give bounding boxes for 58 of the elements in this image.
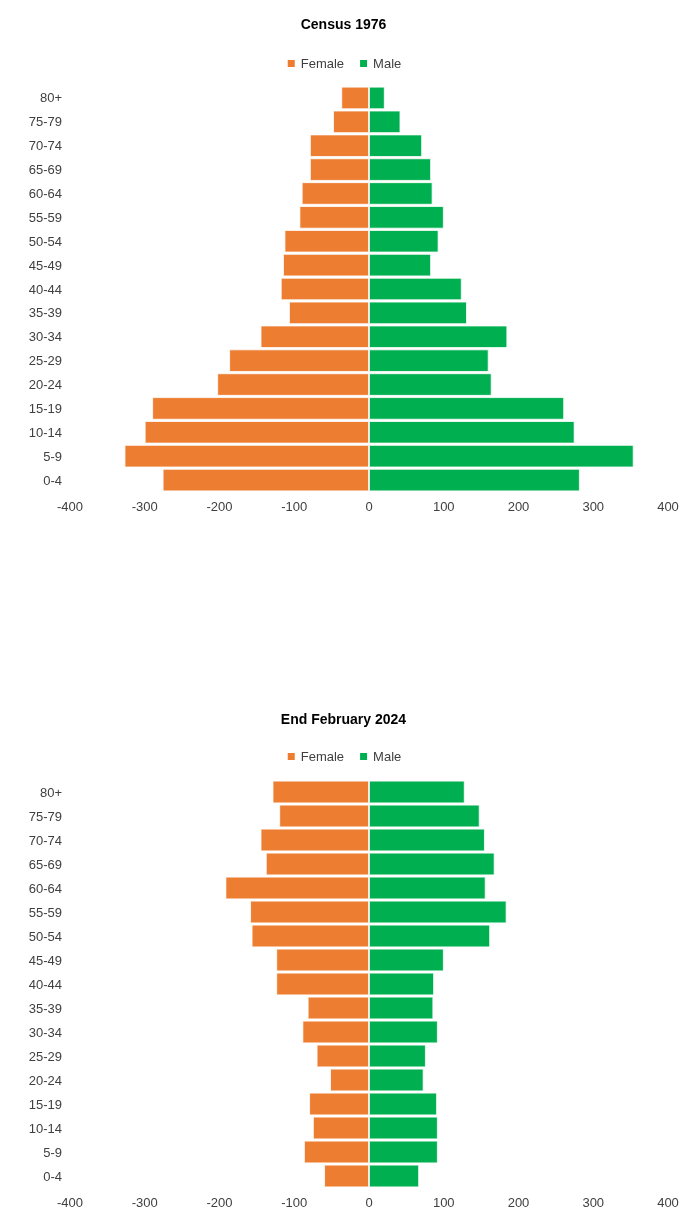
x-tick-label: 100: [432, 499, 455, 514]
y-tick-label: 20-24: [28, 377, 62, 393]
x-tick-label: -100: [281, 1195, 308, 1210]
legend-label: Female: [300, 749, 345, 764]
y-tick-label: 70-74: [28, 138, 62, 154]
x-tick-label: 200: [507, 1195, 530, 1210]
x-tick-label: -400: [56, 1195, 84, 1210]
y-tick-label: 35-39: [28, 305, 62, 321]
x-tick-label: -300: [131, 1195, 158, 1210]
y-tick-label: 45-49: [28, 257, 62, 273]
y-tick-label: 80+: [39, 90, 62, 106]
y-tick-label: 65-69: [28, 856, 62, 872]
y-tick-label: 5-9: [43, 1144, 62, 1160]
x-tick-label: 200: [507, 499, 530, 514]
legend-label: Male: [373, 749, 402, 764]
legend-label: Female: [300, 56, 345, 71]
x-tick-label: -100: [281, 499, 308, 514]
y-tick-label: 5-9: [43, 448, 62, 464]
x-tick-label: -200: [206, 499, 233, 514]
y-tick-label: 25-29: [28, 1048, 62, 1064]
x-tick-label: 0: [365, 1195, 373, 1210]
y-tick-label: 55-59: [28, 904, 62, 920]
y-tick-label: 50-54: [28, 928, 62, 944]
y-tick-label: 0-4: [43, 1168, 62, 1184]
y-tick-label: 75-79: [28, 808, 62, 824]
y-tick-label: 15-19: [28, 400, 62, 416]
y-tick-label: 70-74: [28, 832, 62, 848]
y-tick-label: 35-39: [28, 1000, 62, 1016]
y-tick-label: 50-54: [28, 233, 62, 249]
y-tick-label: 30-34: [28, 1024, 62, 1040]
y-tick-label: 80+: [39, 784, 62, 800]
y-tick-label: 10-14: [28, 1120, 62, 1136]
y-tick-label: 30-34: [28, 329, 62, 345]
y-tick-label: 60-64: [28, 185, 62, 201]
x-tick-label: -400: [56, 499, 84, 514]
y-tick-label: 60-64: [28, 880, 62, 896]
x-tick-label: 0: [365, 499, 373, 514]
y-tick-label: 40-44: [28, 281, 62, 297]
x-tick-label: 400: [657, 499, 679, 514]
y-tick-label: 0-4: [43, 472, 62, 488]
x-tick-label: 100: [432, 1195, 455, 1210]
chart-title: End February 2024: [280, 711, 407, 727]
x-tick-label: 300: [582, 1195, 605, 1210]
y-tick-label: 25-29: [28, 353, 62, 369]
x-tick-label: -300: [131, 499, 158, 514]
legend-label: Male: [373, 56, 402, 71]
y-tick-label: 45-49: [28, 952, 62, 968]
y-tick-label: 40-44: [28, 976, 62, 992]
x-tick-label: -200: [206, 1195, 233, 1210]
y-tick-label: 15-19: [28, 1096, 62, 1112]
y-tick-label: 55-59: [28, 209, 62, 225]
x-tick-label: 400: [657, 1195, 679, 1210]
y-tick-label: 10-14: [28, 424, 62, 440]
y-tick-label: 20-24: [28, 1072, 62, 1088]
chart-title: Census 1976: [300, 16, 387, 32]
y-tick-label: 75-79: [28, 114, 62, 130]
x-tick-label: 300: [582, 499, 605, 514]
y-tick-label: 65-69: [28, 162, 62, 178]
